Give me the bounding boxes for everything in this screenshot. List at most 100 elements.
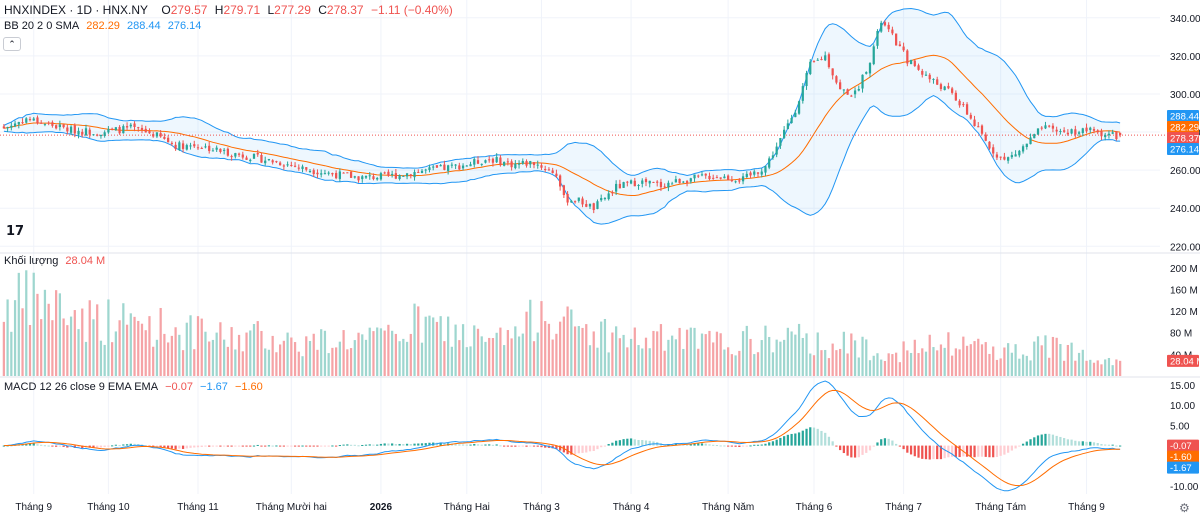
candle-body xyxy=(189,145,192,147)
candle-body xyxy=(122,126,125,134)
macd-histogram-bar xyxy=(592,445,595,451)
macd-histogram-bar xyxy=(402,444,405,446)
volume-bar xyxy=(1044,335,1047,376)
candle-body xyxy=(1100,131,1103,137)
volume-bar xyxy=(588,345,592,376)
candle-body xyxy=(383,172,386,174)
candle-body xyxy=(398,175,401,180)
macd-histogram-bar xyxy=(846,445,849,456)
candle-body xyxy=(424,169,427,171)
candle-body xyxy=(1036,128,1040,135)
tradingview-logo-icon[interactable]: 17 xyxy=(6,224,25,239)
candle-body xyxy=(783,129,786,138)
volume-bar xyxy=(320,329,323,376)
volume-bar xyxy=(111,342,114,376)
candle-body xyxy=(771,155,775,158)
time-label: Tháng 10 xyxy=(87,502,130,513)
volume-bar xyxy=(898,362,901,376)
macd-histogram-bar xyxy=(936,445,939,460)
macd-histogram-bar xyxy=(786,434,789,446)
volume-bar xyxy=(947,332,950,376)
volume-bar xyxy=(84,341,88,376)
open-label: O xyxy=(161,3,171,17)
candle-body xyxy=(876,31,879,46)
volume-bar xyxy=(469,346,472,376)
volume-bar xyxy=(1021,354,1025,376)
volume-bar xyxy=(984,342,987,376)
volume-bar xyxy=(394,333,397,376)
volume-bar xyxy=(312,333,315,376)
candle-body xyxy=(581,198,584,205)
macd-histogram-bar xyxy=(607,443,610,446)
open-value: 279.57 xyxy=(170,3,208,17)
macd-histogram-bar xyxy=(588,445,592,452)
candle-body xyxy=(260,155,263,163)
macd-histogram-bar xyxy=(857,445,860,458)
macd-histogram-bar xyxy=(495,444,498,446)
volume-bar xyxy=(592,331,595,376)
macd-histogram-bar xyxy=(484,444,487,446)
gear-icon[interactable]: ⚙ xyxy=(1179,501,1190,515)
candle-body xyxy=(629,180,633,184)
macd-histogram-bar xyxy=(872,445,875,447)
candle-body xyxy=(678,178,681,184)
bb-legend[interactable]: BB 20 2 0 SMA 282.29 288.44 276.14 xyxy=(4,20,205,32)
candle-body xyxy=(611,192,614,194)
volume-bar xyxy=(1107,357,1111,376)
macd-histogram-bar xyxy=(633,439,636,446)
last-price-badge: 278.37 xyxy=(1170,133,1199,144)
macd-histogram-bar xyxy=(1051,434,1055,446)
volume-bar xyxy=(1089,359,1092,376)
macd-histogram-bar xyxy=(779,437,782,446)
candle-body xyxy=(88,129,91,135)
candle-body xyxy=(170,142,173,144)
candle-body xyxy=(577,197,580,201)
volume-bar xyxy=(917,353,920,376)
symbol-name[interactable]: HNXINDEX · 1D · HNX.NY xyxy=(4,3,149,17)
volume-bar xyxy=(428,315,431,376)
candle-body xyxy=(96,134,99,136)
candle-body xyxy=(861,74,864,89)
time-label: Tháng Năm xyxy=(702,502,754,513)
volume-tick-label: 160 M xyxy=(1170,285,1198,296)
candle-body xyxy=(364,175,368,178)
macd-histogram-bar xyxy=(529,445,532,447)
volume-bar xyxy=(51,320,54,376)
candle-body xyxy=(286,164,289,166)
macd-histogram-bar xyxy=(756,444,760,446)
bb-basis-line xyxy=(3,54,1121,196)
macd-histogram-bar xyxy=(1104,444,1107,446)
volume-bar xyxy=(525,311,528,376)
close-value: 278.37 xyxy=(326,3,364,17)
volume-bar xyxy=(1051,336,1055,376)
candle-body xyxy=(316,172,319,175)
volume-bar xyxy=(824,349,827,376)
candle-body xyxy=(532,162,536,165)
volume-bar xyxy=(1077,352,1081,376)
macd-histogram-bar xyxy=(178,445,181,449)
candle-body xyxy=(1007,157,1010,161)
candle-body xyxy=(447,165,450,171)
candle-body xyxy=(215,147,218,150)
volume-bar xyxy=(633,327,636,376)
candle-body xyxy=(62,124,65,128)
chevron-up-icon[interactable]: ⌃ xyxy=(3,37,21,51)
macd-hist-value: −0.07 xyxy=(165,381,193,393)
macd-histogram-bar xyxy=(62,445,65,447)
volume-bar xyxy=(678,327,681,376)
volume-bar xyxy=(656,331,659,376)
candle-body xyxy=(443,164,446,170)
macd-legend[interactable]: MACD 12 26 close 9 EMA EMA −0.07 −1.67 −… xyxy=(4,381,267,393)
time-label: Tháng 3 xyxy=(523,502,560,513)
candle-body xyxy=(663,186,666,188)
volume-bar xyxy=(741,331,745,376)
macd-histogram-bar xyxy=(28,443,32,446)
volume-legend[interactable]: Khối lượng 28.04 M xyxy=(4,255,109,267)
macd-histogram-bar xyxy=(249,445,252,447)
macd-histogram-bar xyxy=(839,445,842,451)
macd-line xyxy=(3,380,1121,492)
macd-histogram-bar xyxy=(301,445,304,447)
volume-bar xyxy=(648,348,651,376)
candle-body xyxy=(488,159,491,161)
